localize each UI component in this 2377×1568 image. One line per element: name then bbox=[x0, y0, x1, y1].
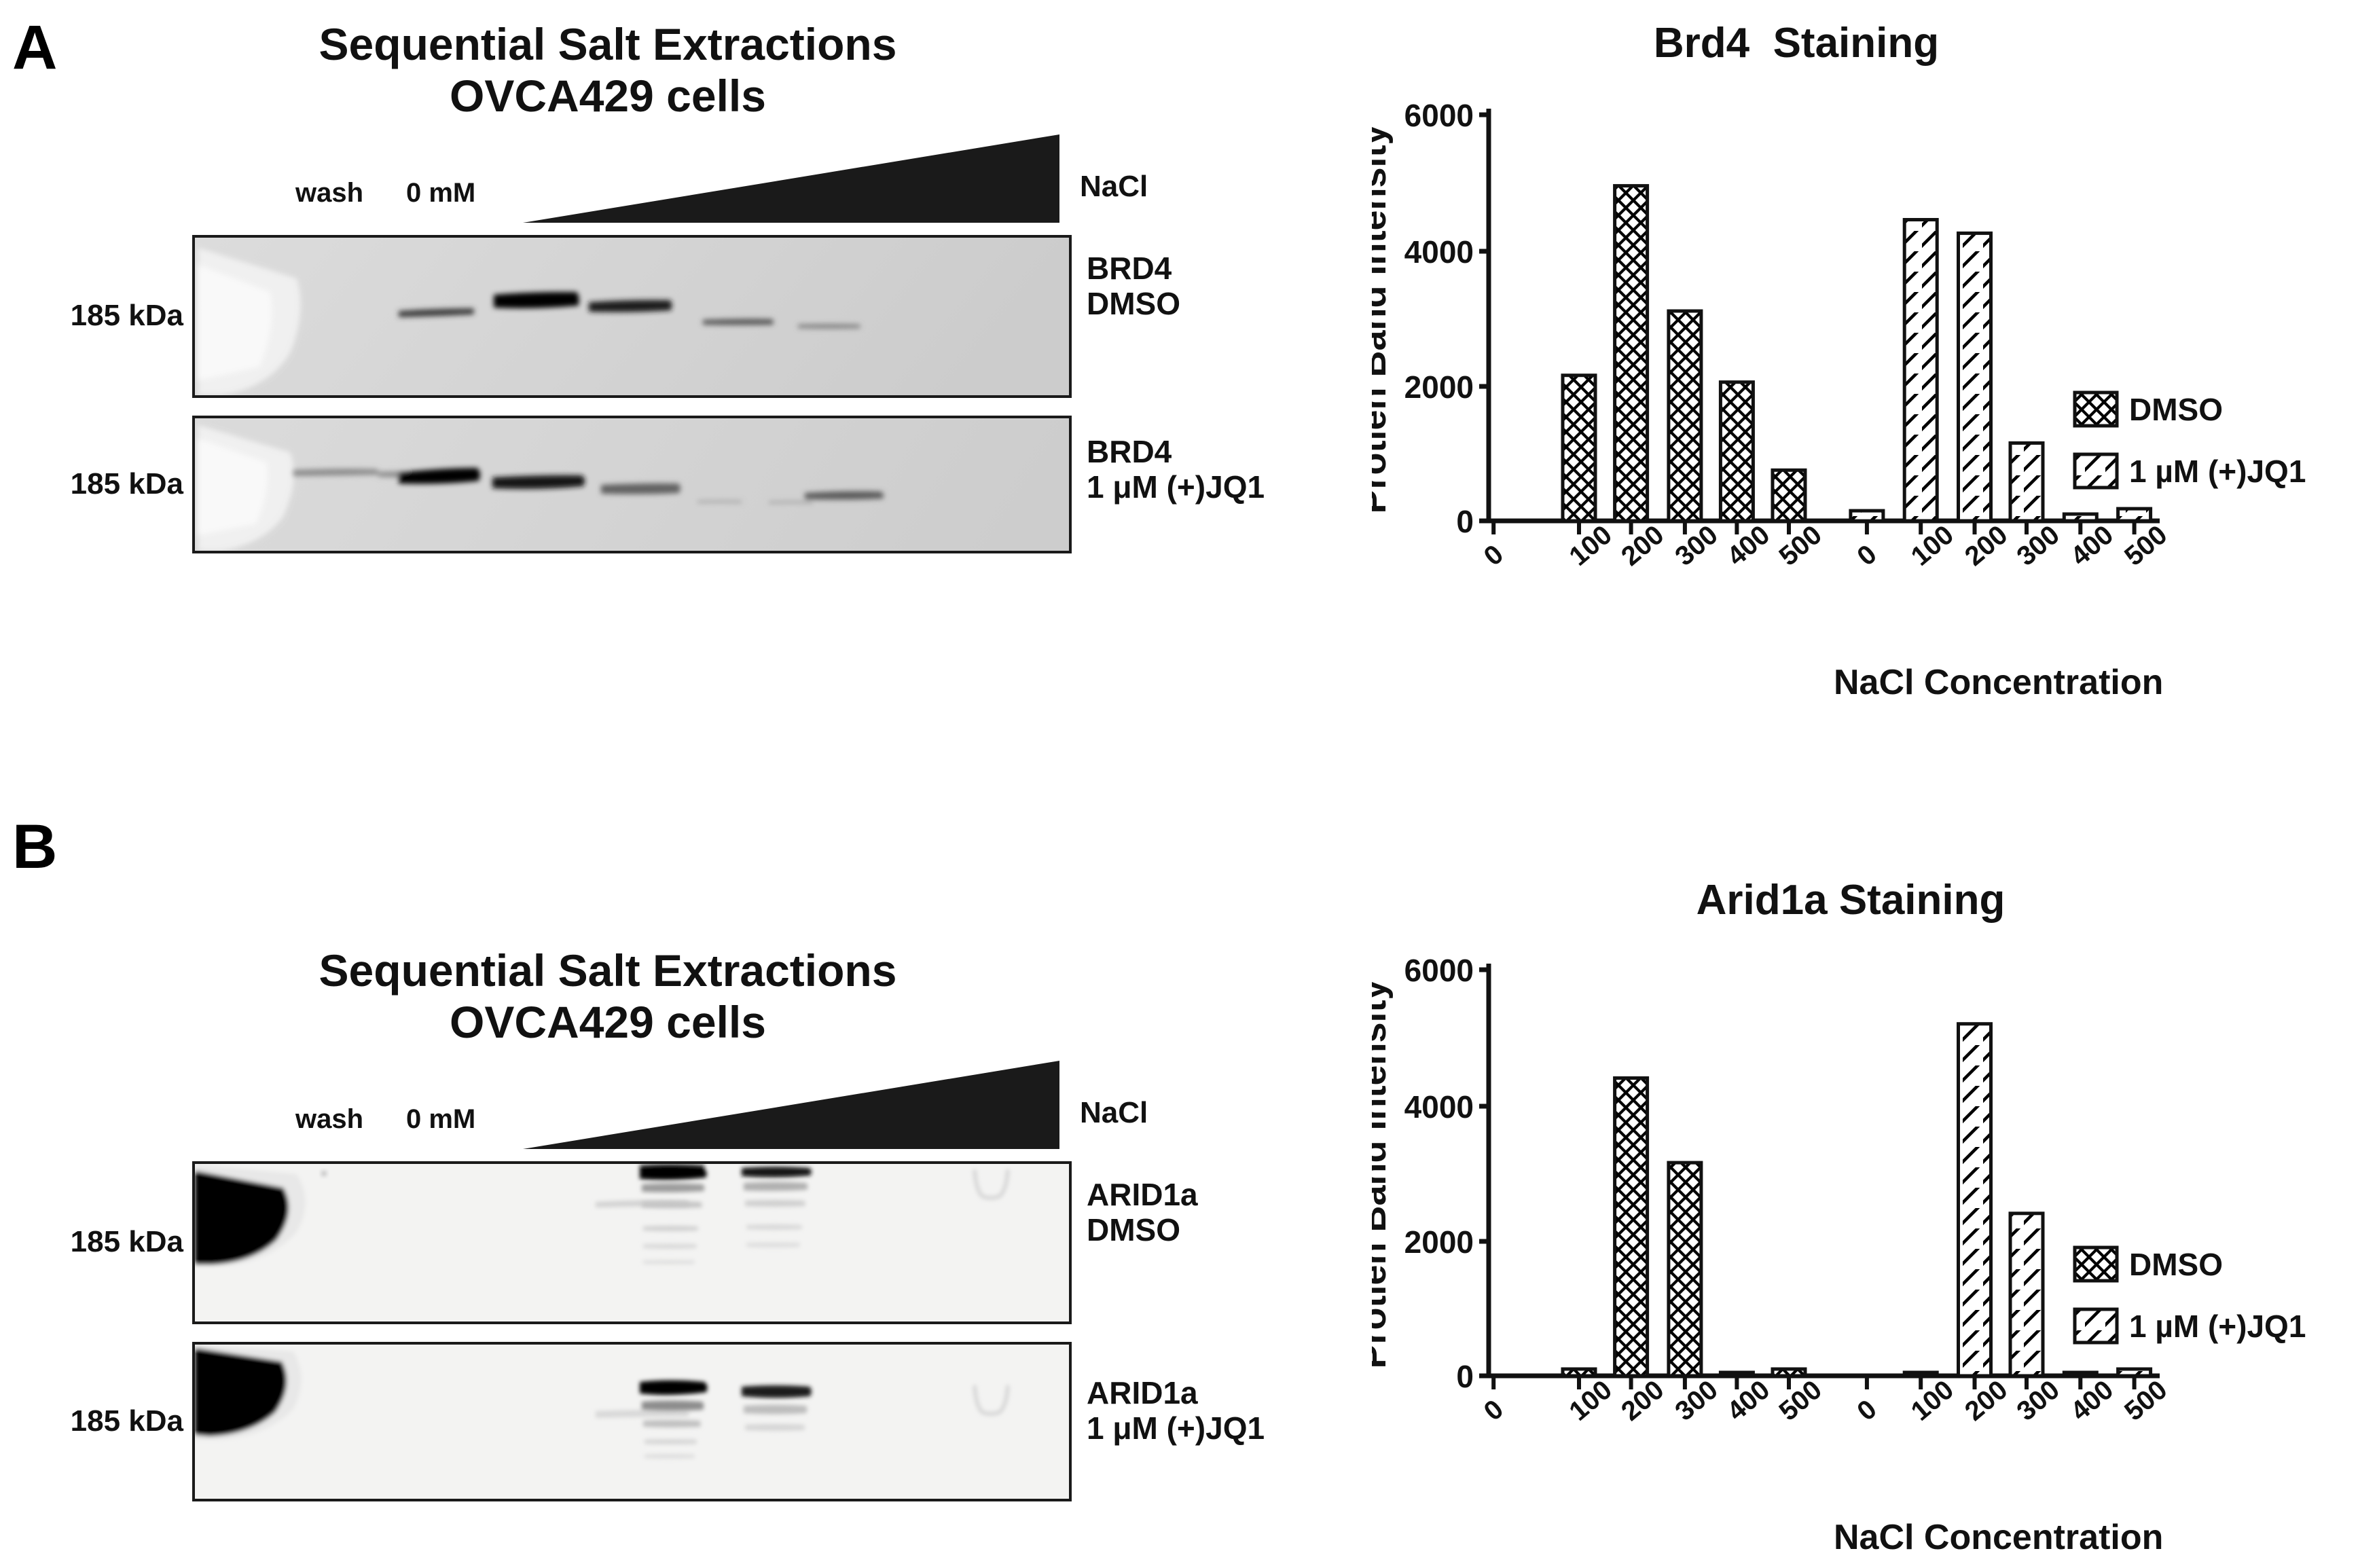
svg-text:100: 100 bbox=[1564, 1374, 1618, 1427]
svg-text:4000: 4000 bbox=[1404, 1089, 1474, 1125]
svg-text:100: 100 bbox=[1906, 519, 1959, 572]
svg-text:100: 100 bbox=[1906, 1374, 1959, 1427]
svg-text:4000: 4000 bbox=[1404, 234, 1474, 270]
svg-text:0: 0 bbox=[1478, 1394, 1509, 1427]
svg-text:1 µM (+)JQ1: 1 µM (+)JQ1 bbox=[2129, 454, 2306, 489]
svg-text:500: 500 bbox=[1774, 519, 1828, 572]
svg-text:400: 400 bbox=[1722, 1374, 1775, 1427]
svg-text:400: 400 bbox=[2065, 1374, 2119, 1427]
svg-text:300: 300 bbox=[1669, 1374, 1723, 1427]
svg-text:6000: 6000 bbox=[1404, 953, 1474, 988]
svg-text:0: 0 bbox=[1478, 539, 1509, 572]
svg-text:200: 200 bbox=[1959, 1374, 2013, 1427]
svg-text:300: 300 bbox=[2012, 519, 2065, 572]
svg-text:500: 500 bbox=[2119, 1374, 2173, 1427]
svg-text:300: 300 bbox=[2012, 1374, 2065, 1427]
svg-text:0: 0 bbox=[1851, 1394, 1882, 1427]
svg-text:200: 200 bbox=[1616, 1374, 1669, 1427]
svg-text:400: 400 bbox=[2065, 519, 2119, 572]
svg-text:1 µM (+)JQ1: 1 µM (+)JQ1 bbox=[2129, 1309, 2306, 1344]
svg-text:400: 400 bbox=[1722, 519, 1775, 572]
svg-text:0: 0 bbox=[1456, 504, 1474, 539]
svg-text:DMSO: DMSO bbox=[2129, 1247, 2223, 1282]
svg-text:Protien Band Intensity: Protien Band Intensity bbox=[1372, 979, 1394, 1368]
svg-text:200: 200 bbox=[1616, 519, 1669, 572]
svg-text:0: 0 bbox=[1851, 539, 1882, 572]
svg-text:500: 500 bbox=[2119, 519, 2173, 572]
svg-text:DMSO: DMSO bbox=[2129, 392, 2223, 427]
svg-text:500: 500 bbox=[1774, 1374, 1828, 1427]
svg-text:2000: 2000 bbox=[1404, 369, 1474, 405]
svg-text:6000: 6000 bbox=[1404, 98, 1474, 133]
svg-text:200: 200 bbox=[1959, 519, 2013, 572]
svg-text:300: 300 bbox=[1669, 519, 1723, 572]
svg-text:0: 0 bbox=[1456, 1359, 1474, 1394]
svg-text:Protien Band Intensity: Protien Band Intensity bbox=[1372, 124, 1394, 513]
svg-text:2000: 2000 bbox=[1404, 1224, 1474, 1260]
svg-text:100: 100 bbox=[1564, 519, 1618, 572]
